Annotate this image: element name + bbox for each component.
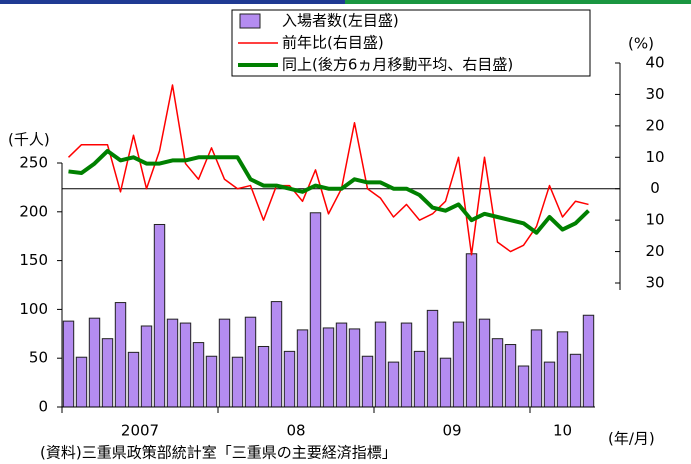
bar: [439, 357, 452, 408]
bar: [413, 350, 426, 408]
bar: [296, 329, 309, 408]
top-band: [0, 0, 345, 4]
legend-label: 入場者数(左目盛): [282, 12, 399, 30]
bar: [478, 318, 491, 408]
bar: [127, 351, 140, 408]
x-tick-label: 2007: [121, 422, 159, 440]
y-tick-label: 150: [19, 251, 48, 269]
x-tick-label: 10: [553, 422, 572, 440]
bar: [504, 344, 517, 408]
bar: [335, 322, 348, 408]
bar: [218, 318, 231, 408]
legend-label: 前年比(右目盛): [282, 34, 384, 52]
bar: [361, 355, 374, 408]
y2-tick-label: 20: [645, 242, 664, 260]
bar: [75, 356, 88, 408]
y2-tick-label: 30: [645, 274, 664, 292]
bar: [101, 338, 114, 408]
bar: [244, 316, 257, 408]
x-axis-label: (年/月): [608, 430, 655, 448]
line: [68, 149, 590, 235]
bar: [543, 361, 556, 408]
y-tick-label: 0: [38, 398, 48, 416]
bar: [452, 321, 465, 408]
y2-tick-label: 40: [645, 54, 664, 72]
source-note: (資料)三重県政策部統計室「三重県の主要経済指標」: [40, 444, 397, 462]
bar: [179, 322, 192, 408]
bar: [491, 338, 504, 408]
bar: [88, 317, 101, 408]
bar: [465, 253, 478, 408]
bar: [153, 223, 166, 408]
y-tick-label: 100: [19, 300, 48, 318]
y2-tick-label: 10: [645, 211, 664, 229]
bar: [530, 329, 543, 408]
bar: [582, 314, 595, 408]
y2-axis-label: (%): [628, 35, 654, 53]
bar: [556, 331, 569, 408]
bar: [309, 212, 322, 408]
bar: [387, 361, 400, 408]
bar: [205, 355, 218, 408]
bar: [257, 345, 270, 408]
y2-tick-label: 10: [645, 148, 664, 166]
legend-label: 同上(後方6ヵ月移動平均、右目盛): [282, 56, 513, 74]
bar: [426, 309, 439, 408]
y-axis-label: (千人): [8, 131, 50, 149]
x-tick-label: 09: [442, 422, 461, 440]
bar: [569, 353, 582, 408]
legend-box: [231, 9, 591, 77]
bar: [62, 320, 75, 408]
line: [67, 84, 589, 256]
x-tick-label: 08: [286, 422, 305, 440]
top-band: [345, 0, 691, 4]
bar: [374, 321, 387, 408]
bar: [400, 322, 413, 408]
y-tick-label: 250: [19, 154, 48, 172]
legend-swatch: [239, 13, 261, 29]
bar: [270, 301, 283, 408]
y-tick-label: 200: [19, 202, 48, 220]
bar: [114, 302, 127, 408]
bar: [166, 318, 179, 408]
y2-tick-label: 20: [645, 116, 664, 134]
bar: [348, 328, 361, 408]
bar: [140, 325, 153, 408]
bar: [231, 356, 244, 408]
y2-tick-label: 0: [650, 179, 660, 197]
bar: [283, 350, 296, 408]
y2-tick-label: 30: [645, 85, 664, 103]
y-tick-label: 50: [29, 349, 48, 367]
bar: [322, 327, 335, 408]
bar: [192, 342, 205, 408]
bar: [517, 365, 530, 408]
